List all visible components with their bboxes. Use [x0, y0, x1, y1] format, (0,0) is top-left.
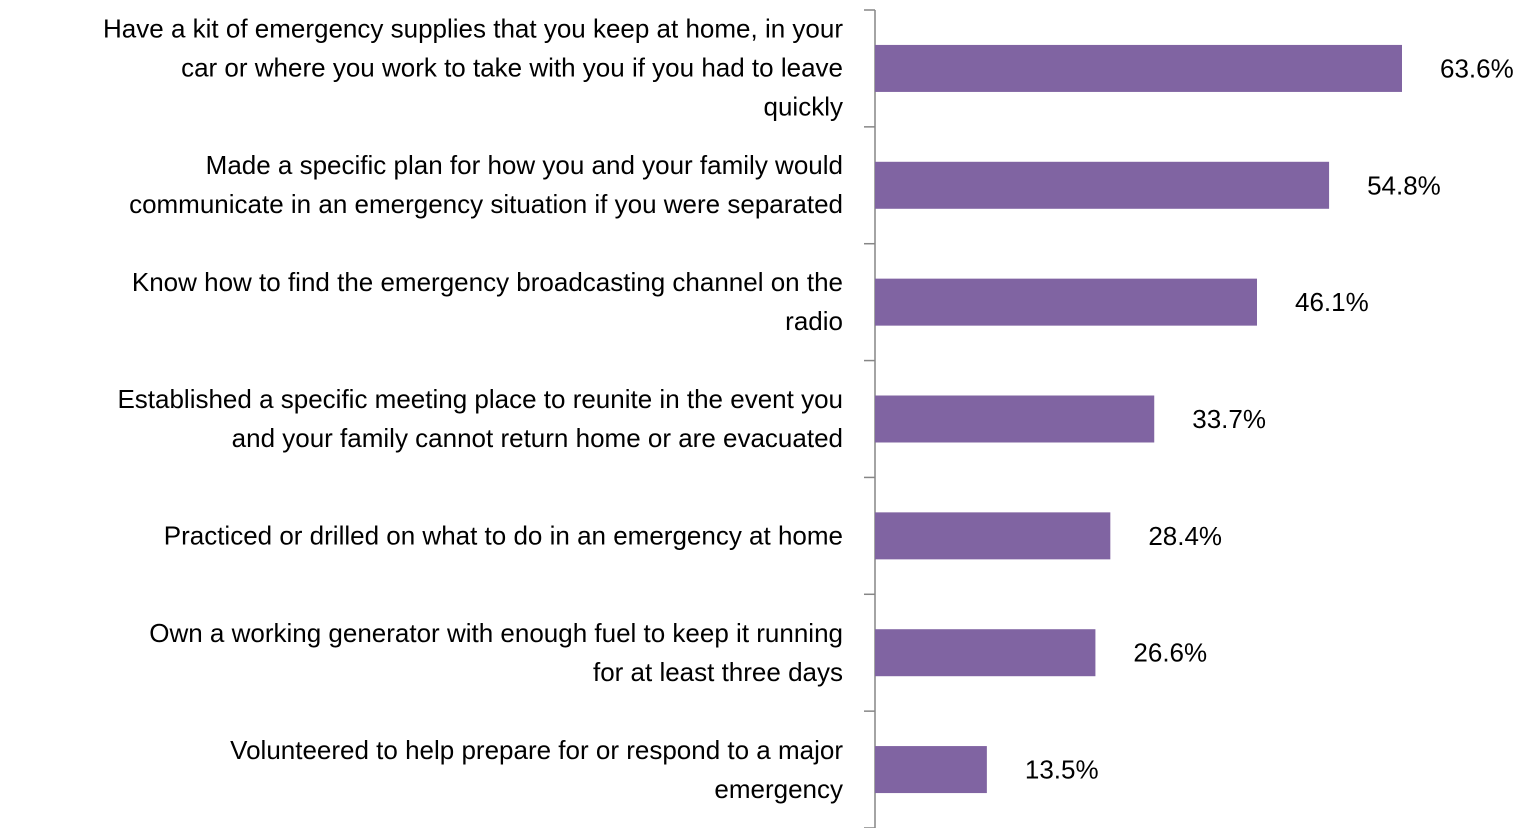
- category-label-line: Made a specific plan for how you and you…: [205, 150, 843, 181]
- category-label: Volunteered to help prepare for or respo…: [0, 731, 843, 809]
- data-label: 13.5%: [1025, 755, 1099, 785]
- category-label: Made a specific plan for how you and you…: [0, 146, 843, 224]
- category-label: Know how to find the emergency broadcast…: [0, 263, 843, 341]
- category-label-line: Volunteered to help prepare for or respo…: [230, 734, 843, 765]
- category-label: Established a specific meeting place to …: [0, 380, 843, 458]
- data-label: 46.1%: [1295, 287, 1369, 317]
- category-label-line: Established a specific meeting place to …: [117, 384, 843, 414]
- category-label: Have a kit of emergency supplies that yo…: [0, 10, 843, 127]
- category-label-line: communicate in an emergency situation if…: [129, 189, 843, 220]
- category-label-line: Own a working generator with enough fuel…: [149, 617, 843, 648]
- data-label: 54.8%: [1367, 170, 1441, 200]
- bar: [875, 278, 1257, 326]
- category-label-line: and your family cannot return home or ar…: [231, 423, 843, 453]
- category-label: Practiced or drilled on what to do in an…: [0, 516, 843, 555]
- bar: [875, 629, 1096, 677]
- category-label-line: radio: [785, 306, 843, 337]
- data-label: 28.4%: [1148, 521, 1222, 551]
- category-label-line: car or where you work to take with you i…: [181, 52, 843, 83]
- category-label-line: quickly: [763, 91, 843, 122]
- bar: [875, 746, 987, 794]
- category-label: Own a working generator with enough fuel…: [0, 614, 843, 692]
- bar: [875, 512, 1111, 560]
- category-label-line: Practiced or drilled on what to do in an…: [163, 520, 843, 551]
- category-label-line: emergency: [714, 773, 843, 804]
- data-label: 33.7%: [1192, 404, 1266, 434]
- category-label-line: Have a kit of emergency supplies that yo…: [103, 13, 843, 44]
- bar: [875, 161, 1330, 209]
- data-label: 26.6%: [1133, 638, 1207, 668]
- bar: [875, 44, 1402, 92]
- bar: [875, 395, 1155, 443]
- category-label-line: for at least three days: [592, 656, 843, 687]
- category-label-line: Know how to find the emergency broadcast…: [131, 267, 843, 298]
- data-label: 63.6%: [1440, 53, 1514, 83]
